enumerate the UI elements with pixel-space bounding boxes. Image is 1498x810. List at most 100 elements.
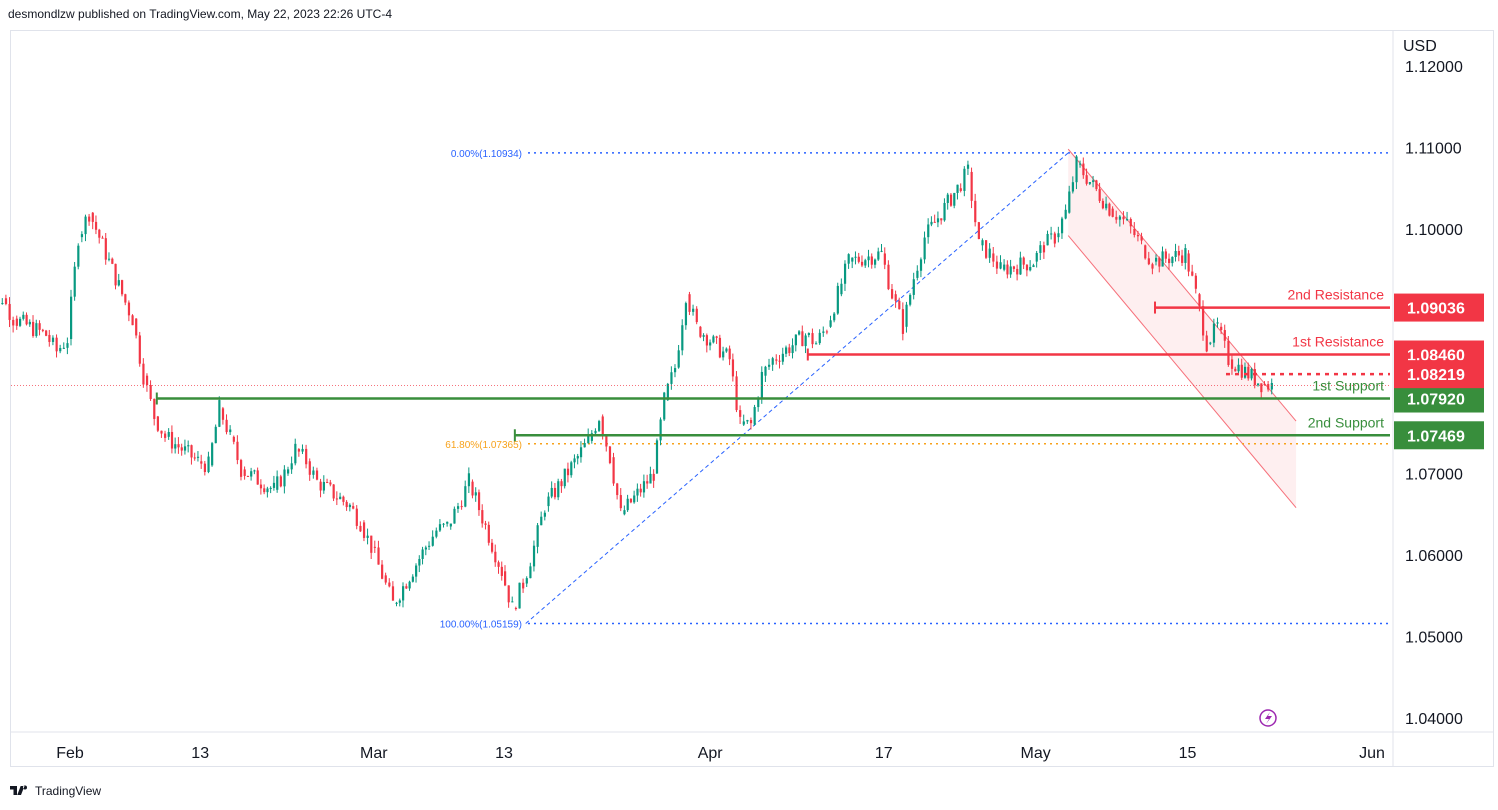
candle-body <box>579 447 583 458</box>
candle-body <box>590 433 593 441</box>
candle-body <box>297 449 301 452</box>
candle-body <box>553 487 557 498</box>
candle-body <box>456 506 460 509</box>
candle-body <box>1136 235 1140 237</box>
candle-body <box>576 456 579 459</box>
candle-body <box>1247 366 1250 379</box>
candle-body <box>702 335 705 337</box>
candle-body <box>563 468 566 487</box>
candle-body <box>775 359 778 361</box>
y-tick-label: 1.11000 <box>1405 141 1462 158</box>
candle-body <box>1 303 4 305</box>
candle-body <box>170 431 174 449</box>
candle-body <box>507 585 510 603</box>
candle-body <box>232 436 235 442</box>
candle-body <box>190 445 193 458</box>
candle-body <box>742 421 745 425</box>
candle-body <box>111 258 114 264</box>
candle-body <box>532 545 536 567</box>
candle-body <box>587 435 590 443</box>
candle-body <box>131 315 134 326</box>
candle-body <box>1220 326 1223 331</box>
candle-body <box>646 481 649 484</box>
candle-body <box>474 492 477 496</box>
candle-body <box>471 481 474 496</box>
candle-body <box>1085 175 1088 184</box>
candle-body <box>207 456 210 473</box>
candle-body <box>1216 322 1219 324</box>
tradingview-brand: TradingView <box>35 784 102 798</box>
fib-trend-line <box>525 152 1069 624</box>
s1-price-tag-label: 1.07920 <box>1407 392 1465 409</box>
candle-body <box>1187 253 1190 272</box>
tradingview-footer[interactable]: TradingView <box>8 784 101 798</box>
candle-body <box>833 313 836 321</box>
candle-body <box>840 283 843 295</box>
candle-body <box>411 576 414 582</box>
x-tick-label: 13 <box>495 745 513 762</box>
chart-frame[interactable] <box>10 30 1494 767</box>
candle-body <box>256 470 259 485</box>
candle-body <box>19 318 22 326</box>
candle-body <box>1144 245 1147 259</box>
candle-body <box>94 221 98 230</box>
candle-body <box>860 261 864 266</box>
candle-body <box>1194 275 1197 289</box>
candle-body <box>946 194 949 203</box>
candle-body <box>308 461 311 475</box>
candle-body <box>294 443 297 464</box>
candle-body <box>807 333 810 335</box>
candle-body <box>768 364 771 367</box>
candle-body <box>543 512 546 517</box>
candle-body <box>1088 182 1092 184</box>
candle-body <box>974 200 977 223</box>
r2-price-tag-label: 1.09036 <box>1407 301 1465 318</box>
candle-body <box>757 398 760 408</box>
candle-body <box>200 461 203 464</box>
candle-body <box>880 250 883 252</box>
candle-body <box>985 240 988 258</box>
channel-fill <box>1068 149 1297 508</box>
candle-body <box>725 348 728 352</box>
candle-body <box>1177 250 1180 256</box>
candle-body <box>84 216 87 235</box>
s2-level-label: 2nd Support <box>1308 414 1384 430</box>
candle-body <box>329 482 332 485</box>
candle-body <box>811 333 814 345</box>
candle-body <box>51 337 55 342</box>
candle-body <box>943 202 946 221</box>
candle-body <box>1147 258 1150 265</box>
candle-body <box>124 294 127 303</box>
candle-body <box>326 481 329 483</box>
candle-body <box>250 471 253 477</box>
candle-body <box>1012 266 1016 269</box>
candle-body <box>381 564 384 579</box>
candle-body <box>359 525 362 532</box>
candle-body <box>388 582 391 587</box>
candle-body <box>1126 219 1129 221</box>
candle-body <box>1071 182 1075 192</box>
candle-body <box>1250 369 1253 379</box>
candle-body <box>626 498 629 511</box>
candle-body <box>174 444 177 449</box>
candle-body <box>612 457 615 484</box>
candle-body <box>605 435 608 447</box>
candle-body <box>1174 250 1177 257</box>
candle-body <box>91 212 94 222</box>
candle-body <box>138 335 141 364</box>
lightning-icon[interactable] <box>1259 709 1277 727</box>
candle-body <box>500 566 503 576</box>
candle-body <box>453 508 456 524</box>
candle-body <box>221 408 225 420</box>
candle-body <box>623 510 626 515</box>
candle-body <box>854 256 857 258</box>
candle-body <box>319 481 322 491</box>
candle-body <box>98 229 101 238</box>
candle-body <box>160 430 163 434</box>
candle-body <box>1164 251 1167 259</box>
candle-body <box>573 458 576 463</box>
candle-body <box>127 302 131 316</box>
candle-body <box>373 546 376 548</box>
candle-body <box>335 498 339 500</box>
